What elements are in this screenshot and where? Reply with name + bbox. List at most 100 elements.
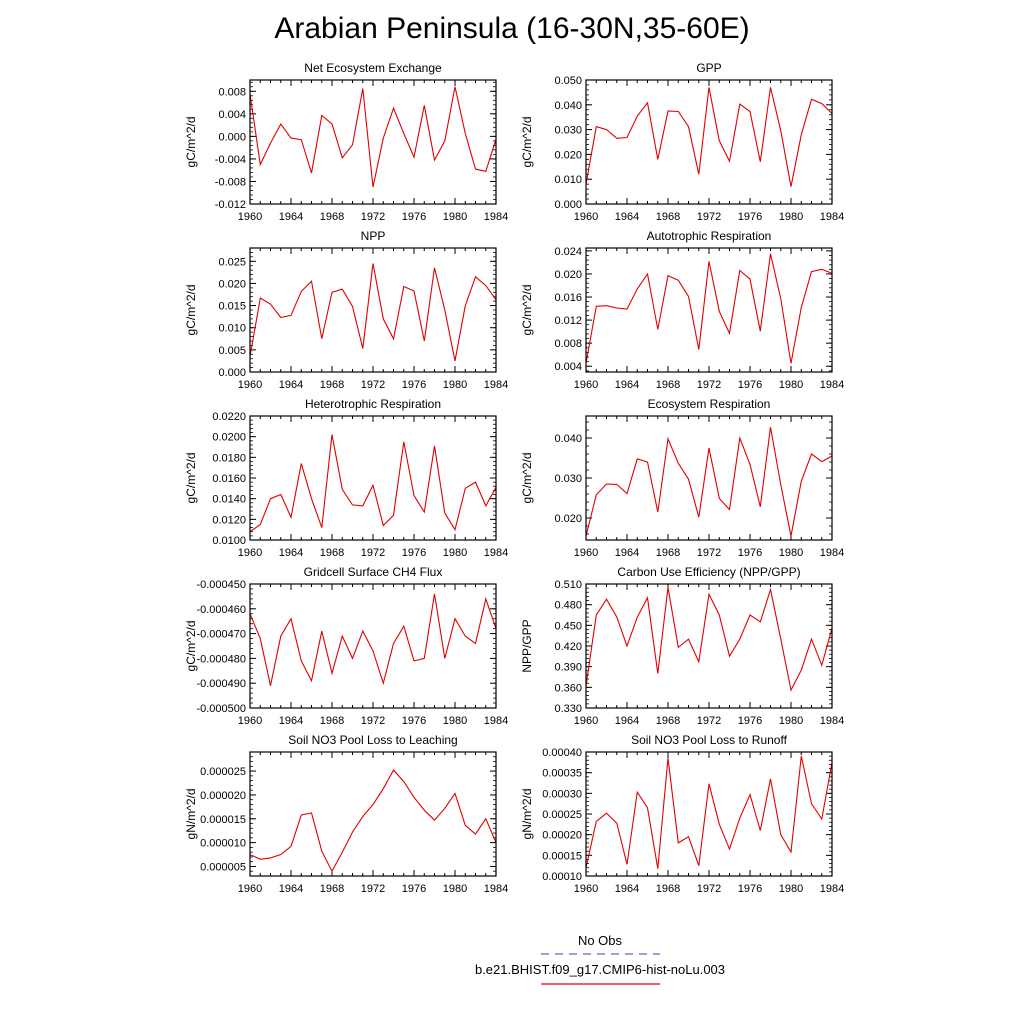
y-axis-label: gC/m^2/d <box>184 285 198 336</box>
y-axis-label: gC/m^2/d <box>520 117 534 168</box>
series-line-1 <box>585 87 833 187</box>
x-tick-label: 1960 <box>574 379 598 391</box>
chart-panel-3: NPP gC/m^2/d 1960 1964 1968 1972 1976 1980 1984 0… <box>184 229 508 391</box>
y-tick-label: -0.004 <box>215 154 246 166</box>
y-tick-label: -0.000490 <box>196 678 246 690</box>
x-tick-label: 1972 <box>697 211 721 223</box>
x-tick-label: 1980 <box>443 883 467 895</box>
chart-title: NPP <box>361 229 386 243</box>
y-tick-label: 0.000005 <box>200 861 246 873</box>
y-tick-label: 0.004 <box>554 361 582 373</box>
y-tick-label: 0.00025 <box>542 809 582 821</box>
chart-title: Gridcell Surface CH4 Flux <box>304 565 443 579</box>
series-line-1 <box>585 755 833 869</box>
x-tick-label: 1972 <box>697 379 721 391</box>
x-tick-label: 1968 <box>656 379 680 391</box>
x-tick-label: 1984 <box>820 715 844 727</box>
x-tick-label: 1976 <box>738 379 762 391</box>
x-tick-label: 1968 <box>656 883 680 895</box>
y-tick-label: 0.030 <box>554 125 582 137</box>
y-tick-label: 0.010 <box>554 174 582 186</box>
x-tick-label: 1972 <box>697 547 721 559</box>
y-tick-label: 0.00020 <box>542 830 582 842</box>
y-tick-label: 0.510 <box>554 579 582 591</box>
y-tick-label: 0.024 <box>554 246 582 258</box>
x-tick-label: 1964 <box>279 715 303 727</box>
x-tick-label: 1964 <box>615 211 639 223</box>
plot-frame <box>249 583 497 709</box>
x-tick-label: 1964 <box>279 211 303 223</box>
x-tick-label: 1964 <box>615 379 639 391</box>
x-tick-label: 1976 <box>402 211 426 223</box>
y-tick-label: 0.000015 <box>200 814 246 826</box>
x-tick-label: 1968 <box>656 715 680 727</box>
y-tick-label: 0.00040 <box>542 747 582 759</box>
x-tick-label: 1984 <box>484 547 508 559</box>
y-axis-label: gC/m^2/d <box>184 117 198 168</box>
chart-panel-8: Carbon Use Efficiency (NPP/GPP) NPP/GPP 19… <box>520 565 844 727</box>
y-tick-label: 0.040 <box>554 100 582 112</box>
y-tick-label: -0.008 <box>215 176 246 188</box>
chart-title: Carbon Use Efficiency (NPP/GPP) <box>617 565 800 579</box>
y-tick-label: 0.000 <box>218 367 246 379</box>
y-tick-label: 0.0100 <box>212 535 246 547</box>
series-line-1 <box>585 253 833 364</box>
y-tick-label: 0.012 <box>554 315 582 327</box>
plot-frame <box>249 79 497 205</box>
x-tick-label: 1968 <box>656 211 680 223</box>
x-tick-label: 1980 <box>779 547 803 559</box>
y-tick-label: 0.0200 <box>212 432 246 444</box>
chart-title: Heterotrophic Respiration <box>305 397 441 411</box>
x-tick-label: 1968 <box>656 547 680 559</box>
y-axis-label: gC/m^2/d <box>184 621 198 672</box>
y-tick-label: -0.000470 <box>196 629 246 641</box>
chart-title: Net Ecosystem Exchange <box>304 61 442 75</box>
x-tick-label: 1964 <box>279 547 303 559</box>
x-tick-label: 1964 <box>615 883 639 895</box>
y-tick-label: 0.025 <box>218 256 246 268</box>
chart-panel-5: Heterotrophic Respiration gC/m^2/d 1960 196… <box>184 397 508 559</box>
chart-panel-7: Gridcell Surface CH4 Flux gC/m^2/d 1960 196… <box>184 565 508 727</box>
x-tick-label: 1968 <box>320 379 344 391</box>
chart-title: GPP <box>696 61 721 75</box>
x-tick-label: 1984 <box>820 379 844 391</box>
y-tick-label: -0.000460 <box>196 604 246 616</box>
chart-panel-6: Ecosystem Respiration gC/m^2/d 1960 1964 196… <box>520 397 844 559</box>
x-tick-label: 1968 <box>320 715 344 727</box>
x-tick-label: 1960 <box>574 211 598 223</box>
x-tick-label: 1984 <box>820 547 844 559</box>
chart-panel-10: Soil NO3 Pool Loss to Runoff gN/m^2/d 1960… <box>520 733 844 895</box>
y-axis-label: gC/m^2/d <box>520 453 534 504</box>
x-tick-label: 1976 <box>738 211 762 223</box>
y-tick-label: 0.008 <box>554 338 582 350</box>
y-tick-label: 0.016 <box>554 292 582 304</box>
x-tick-label: 1964 <box>279 379 303 391</box>
y-tick-label: 0.0120 <box>212 514 246 526</box>
chart-title: Ecosystem Respiration <box>648 397 771 411</box>
y-tick-label: 0.004 <box>218 109 246 121</box>
plot-frame <box>585 751 833 877</box>
series-line-1 <box>585 427 833 537</box>
series-line-1 <box>249 86 497 188</box>
x-tick-label: 1960 <box>238 883 262 895</box>
x-tick-label: 1980 <box>443 379 467 391</box>
y-tick-label: 0.015 <box>218 301 246 313</box>
y-tick-label: -0.000500 <box>196 703 246 715</box>
series-line-1 <box>585 587 833 692</box>
y-tick-label: 0.030 <box>554 473 582 485</box>
plot-frame <box>585 247 833 373</box>
series-line-1 <box>249 769 497 873</box>
y-tick-label: 0.008 <box>218 86 246 98</box>
y-axis-label: gC/m^2/d <box>520 285 534 336</box>
y-tick-label: 0.360 <box>554 682 582 694</box>
y-tick-label: 0.005 <box>218 345 246 357</box>
plot-frame <box>585 583 833 709</box>
x-tick-label: 1964 <box>615 547 639 559</box>
chart-title: Autotrophic Respiration <box>647 229 772 243</box>
y-tick-label: 0.000025 <box>200 766 246 778</box>
chart-title: Soil NO3 Pool Loss to Leaching <box>288 733 457 747</box>
y-tick-label: 0.050 <box>554 75 582 87</box>
series-line-1 <box>249 434 497 533</box>
y-axis-label: NPP/GPP <box>520 619 534 672</box>
y-tick-label: 0.010 <box>218 323 246 335</box>
